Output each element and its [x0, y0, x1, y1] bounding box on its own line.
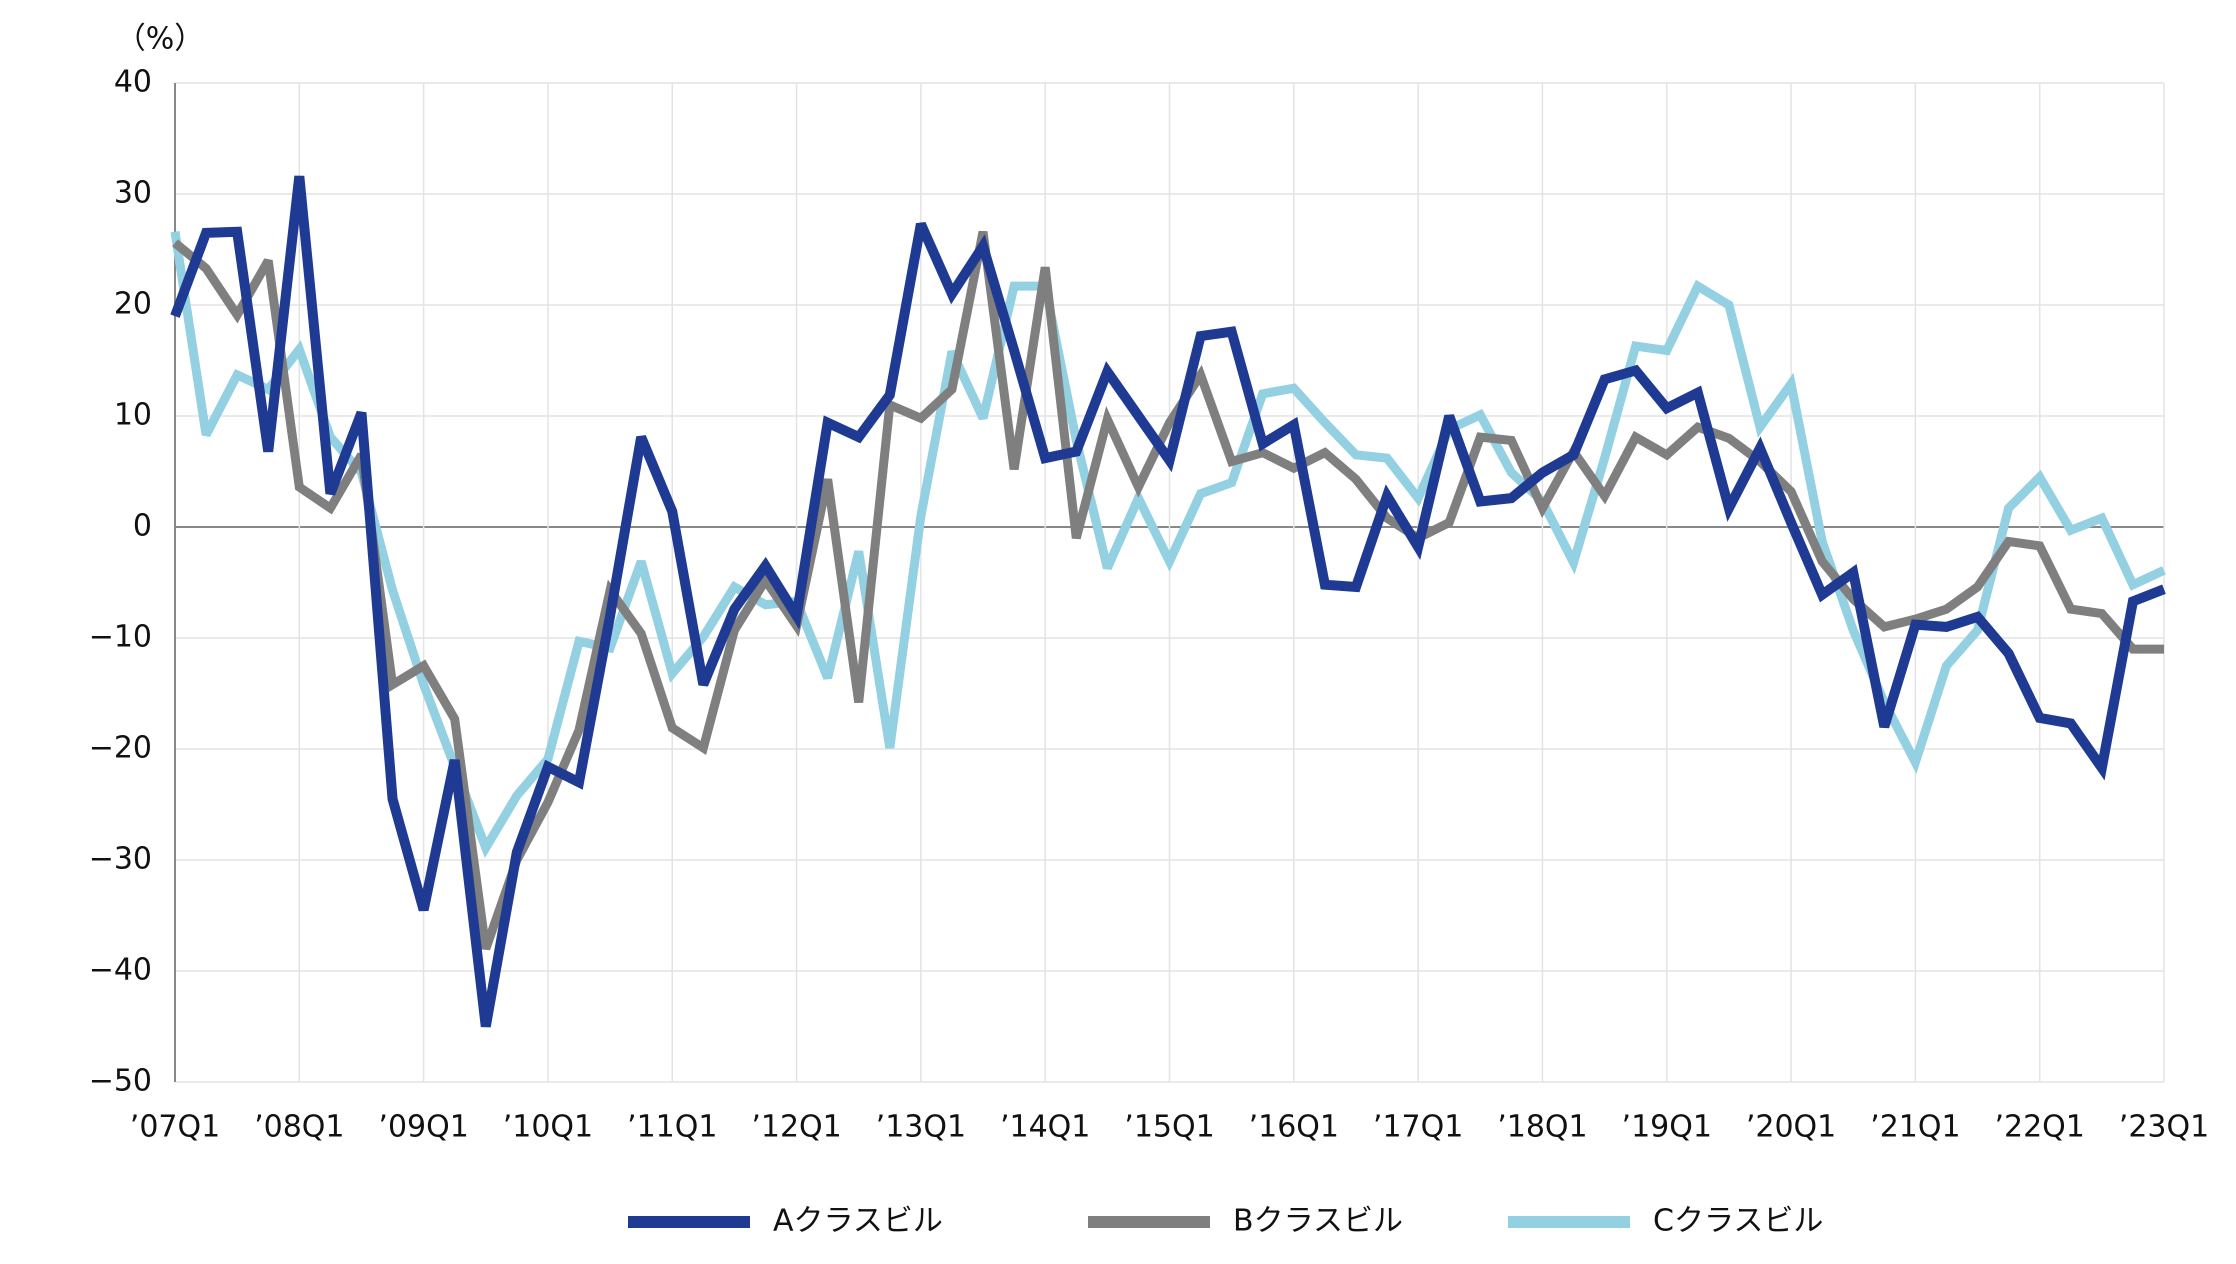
x-tick-label: ’18Q1: [1497, 1110, 1587, 1145]
x-tick-label: ’12Q1: [751, 1110, 841, 1145]
x-tick-label: ’09Q1: [378, 1110, 468, 1145]
legend-label: Aクラスビル: [773, 1204, 943, 1239]
legend-label: Cクラスビル: [1653, 1204, 1823, 1239]
x-tick-label: ’10Q1: [503, 1110, 593, 1145]
series-line: [170, 175, 2166, 1028]
y-tick-label: −50: [89, 1064, 152, 1099]
x-tick-label: ’19Q1: [1622, 1110, 1712, 1145]
x-tick-label: ’23Q1: [2119, 1110, 2209, 1145]
y-tick-label: 40: [114, 65, 152, 100]
x-tick-label: ’21Q1: [1870, 1110, 1960, 1145]
y-tick-label: −20: [89, 731, 152, 766]
x-tick-label: ’08Q1: [254, 1110, 344, 1145]
x-tick-label: ’17Q1: [1373, 1110, 1463, 1145]
y-tick-label: 0: [133, 509, 152, 544]
x-tick-label: ’07Q1: [130, 1110, 220, 1145]
x-tick-label: ’15Q1: [1124, 1110, 1214, 1145]
x-tick-label: ’14Q1: [1000, 1110, 1090, 1145]
y-tick-label: 20: [114, 287, 152, 322]
x-tick-label: ’20Q1: [1746, 1110, 1836, 1145]
legend-label: Bクラスビル: [1233, 1204, 1403, 1239]
unit-label: （%）: [116, 22, 205, 57]
y-tick-label: 30: [114, 176, 152, 211]
y-tick-label: −30: [89, 842, 152, 877]
x-tick-label: ’16Q1: [1249, 1110, 1339, 1145]
x-tick-label: ’22Q1: [1994, 1110, 2084, 1145]
x-tick-label: ’13Q1: [876, 1110, 966, 1145]
y-tick-label: −10: [89, 620, 152, 655]
y-tick-label: −40: [89, 953, 152, 988]
y-tick-label: 10: [114, 398, 152, 433]
x-tick-label: ’11Q1: [627, 1110, 717, 1145]
